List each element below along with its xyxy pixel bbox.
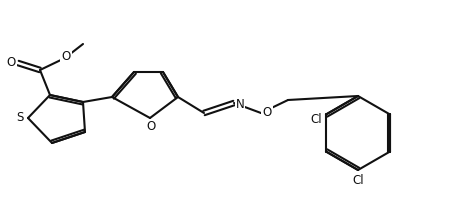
Text: O: O xyxy=(146,119,156,133)
Text: O: O xyxy=(61,50,71,63)
Text: Cl: Cl xyxy=(352,174,364,186)
Text: N: N xyxy=(236,99,244,111)
Text: S: S xyxy=(16,111,24,125)
Text: Cl: Cl xyxy=(310,113,322,126)
Text: O: O xyxy=(262,107,272,119)
Text: O: O xyxy=(6,57,16,69)
